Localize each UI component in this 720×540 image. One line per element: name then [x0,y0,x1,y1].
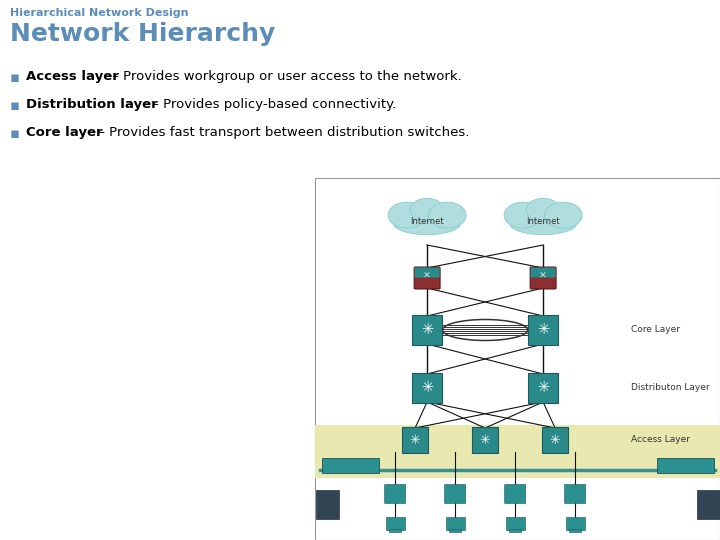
Ellipse shape [504,202,541,228]
FancyBboxPatch shape [505,516,525,530]
Text: Distribution layer: Distribution layer [26,98,158,111]
Bar [315,178,720,540]
Text: ✳: ✳ [537,381,549,395]
Text: ✕: ✕ [539,272,547,280]
Text: ✕: ✕ [423,272,431,280]
Text: Core Layer: Core Layer [631,326,680,334]
Ellipse shape [393,211,461,235]
FancyBboxPatch shape [445,484,466,503]
Text: ▪: ▪ [10,126,20,141]
Text: ✳: ✳ [421,381,433,395]
Text: Access layer: Access layer [26,70,119,83]
Ellipse shape [428,202,466,228]
Ellipse shape [410,198,444,222]
FancyBboxPatch shape [566,516,585,530]
Bar [449,529,461,532]
Text: Internet: Internet [526,217,560,226]
Bar [569,529,581,532]
FancyBboxPatch shape [402,427,428,453]
Text: ✳: ✳ [550,434,560,447]
FancyBboxPatch shape [446,516,464,530]
FancyBboxPatch shape [542,427,568,453]
FancyBboxPatch shape [415,267,440,278]
Bar [389,529,401,532]
Text: ✳: ✳ [410,434,420,447]
Text: ▪: ▪ [10,98,20,113]
FancyBboxPatch shape [414,267,440,289]
FancyBboxPatch shape [505,484,526,503]
FancyBboxPatch shape [528,373,558,403]
Ellipse shape [526,198,560,222]
Ellipse shape [509,211,577,235]
FancyBboxPatch shape [657,457,714,472]
Bar [315,425,720,478]
FancyBboxPatch shape [384,484,405,503]
Text: Distributon Layer: Distributon Layer [631,383,709,393]
FancyBboxPatch shape [386,516,405,530]
Text: – Provides fast transport between distribution switches.: – Provides fast transport between distri… [94,126,469,139]
Text: Internet: Internet [410,217,444,226]
FancyBboxPatch shape [530,267,556,289]
Text: ✳: ✳ [421,322,433,338]
FancyBboxPatch shape [412,373,442,403]
FancyBboxPatch shape [531,267,556,278]
Text: Hierarchical Network Design: Hierarchical Network Design [10,8,189,18]
Text: Core layer: Core layer [26,126,103,139]
Text: ✳: ✳ [480,434,490,447]
Bar [509,529,521,532]
Ellipse shape [388,202,426,228]
Text: Network Hierarchy: Network Hierarchy [10,22,275,46]
Text: – Provides workgroup or user access to the network.: – Provides workgroup or user access to t… [107,70,462,83]
FancyBboxPatch shape [412,315,442,345]
FancyBboxPatch shape [322,457,379,472]
Text: – Provides policy-based connectivity.: – Provides policy-based connectivity. [148,98,397,111]
FancyBboxPatch shape [696,489,719,518]
Text: Access Layer: Access Layer [631,435,690,444]
Text: ▪: ▪ [10,70,20,85]
Text: ✳: ✳ [537,322,549,338]
Ellipse shape [544,202,582,228]
FancyBboxPatch shape [315,489,338,518]
FancyBboxPatch shape [472,427,498,453]
FancyBboxPatch shape [528,315,558,345]
FancyBboxPatch shape [564,484,585,503]
